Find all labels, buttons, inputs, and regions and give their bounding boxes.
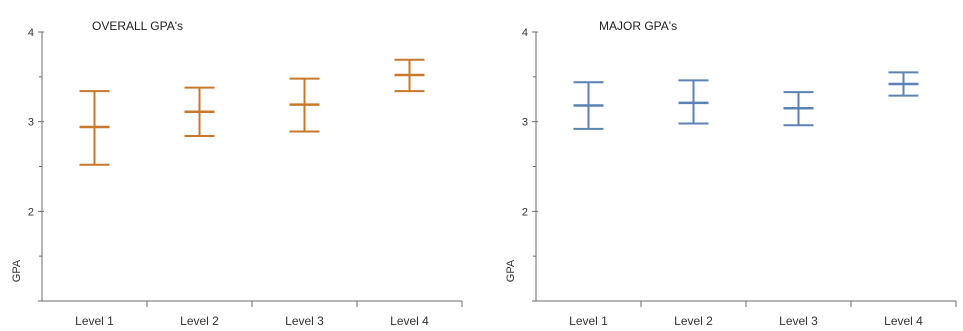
x-tick-label: Level 4 [390, 314, 429, 328]
x-tick-label: Level 3 [285, 314, 324, 328]
y-tick-label: 4 [28, 27, 34, 39]
chart-title: MAJOR GPA's [599, 19, 677, 33]
error-bar [184, 86, 215, 138]
error-bar [79, 90, 110, 166]
error-bar [783, 91, 814, 127]
error-bar [394, 58, 425, 93]
x-tick-label: Level 2 [180, 314, 219, 328]
overall-gpa-chart: OVERALL GPA's 2 3 4 GPA Level 1 Level 2 Level 3… [11, 19, 463, 328]
y-axis-label: GPA [505, 259, 517, 282]
y-tick-label: 2 [522, 206, 528, 218]
y-tick-label: 2 [28, 206, 34, 218]
error-bar [678, 79, 709, 125]
y-tick-label: 3 [28, 117, 34, 129]
y-tick-label: 4 [522, 27, 528, 39]
chart-title: OVERALL GPA's [92, 19, 183, 33]
error-bar [289, 77, 320, 133]
x-tick-label: Level 4 [884, 314, 923, 328]
x-tick-label: Level 2 [674, 314, 713, 328]
x-tick-label: Level 1 [75, 314, 114, 328]
x-tick-label: Level 3 [779, 314, 818, 328]
major-gpa-chart: MAJOR GPA's 2 3 4 GPA Level 1 Level 2 Level 3 Le… [505, 19, 957, 328]
y-axis-label: GPA [11, 259, 23, 282]
x-tick-label: Level 1 [569, 314, 608, 328]
y-tick-label: 3 [522, 117, 528, 129]
error-bar [888, 71, 919, 97]
error-bar [573, 81, 604, 130]
